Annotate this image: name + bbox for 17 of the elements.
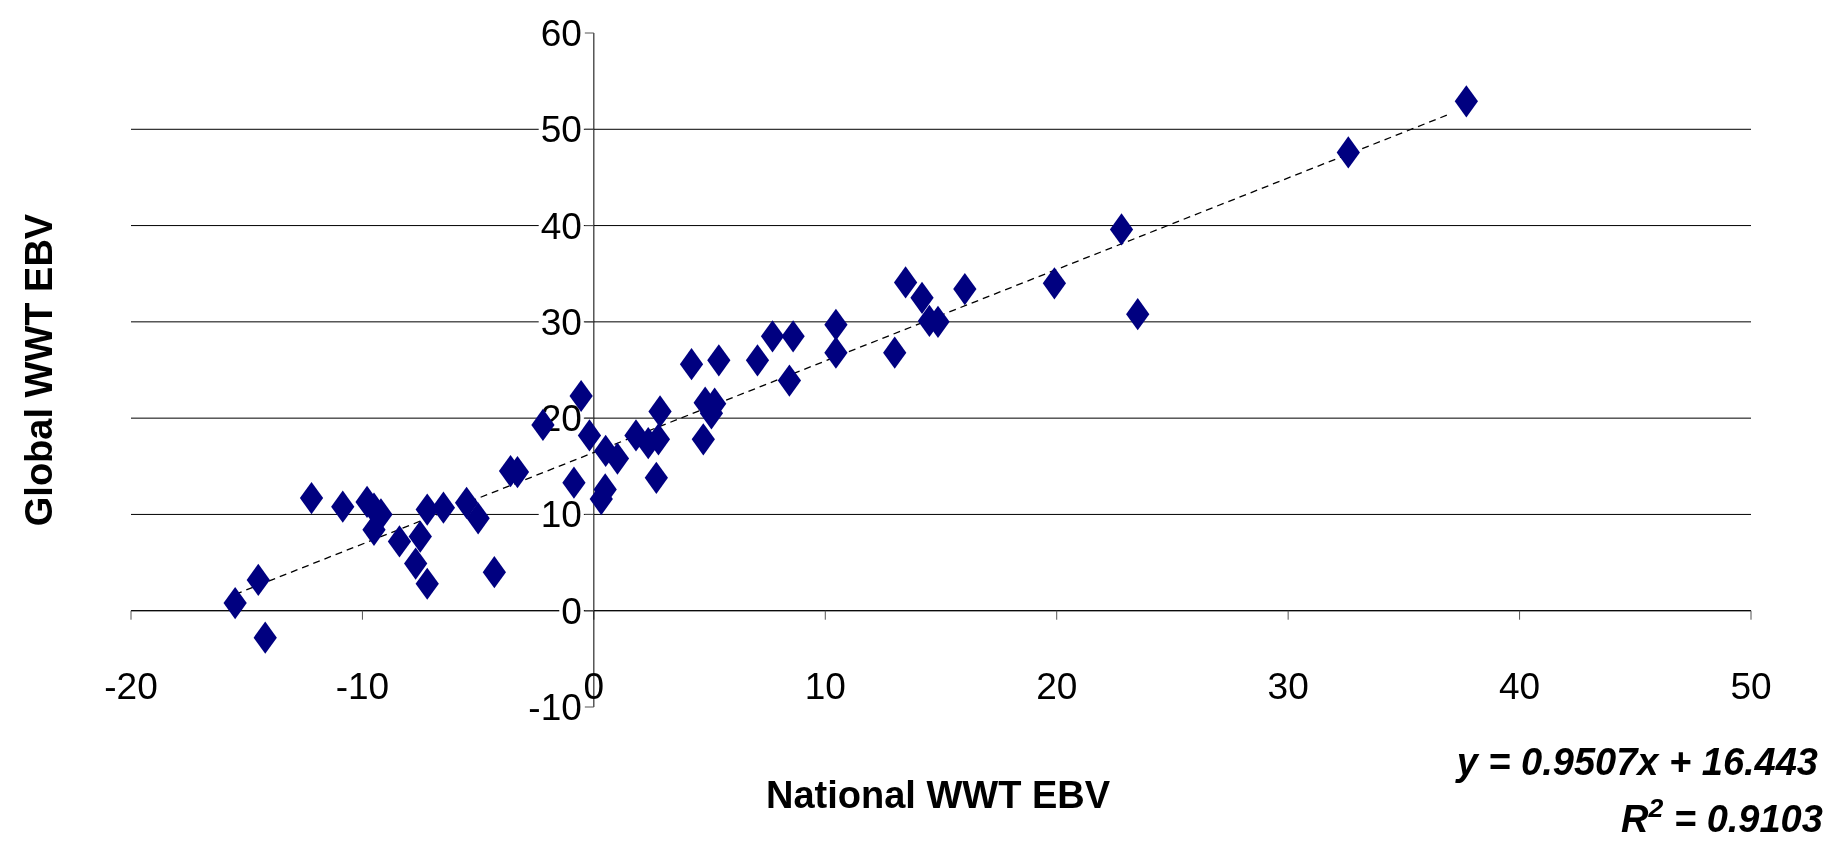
y-tick-label: 0	[561, 590, 582, 632]
x-tick-label: -10	[335, 665, 390, 707]
y-tick-label: 50	[540, 109, 582, 151]
y-tick-label: 30	[540, 301, 582, 343]
y-tick-label: 40	[540, 205, 582, 247]
text: R$^{2}$ = 0.9103	[1621, 793, 1823, 840]
x-tick-label: -20	[104, 665, 158, 707]
x-tick-label: 50	[1730, 665, 1772, 707]
y-tick-label: 60	[540, 13, 582, 54]
y-tick-label: 10	[540, 494, 582, 536]
x-tick-label: 30	[1267, 665, 1309, 707]
y-axis-title: Global WWT EBV	[18, 213, 60, 527]
x-tick-label: 40	[1498, 665, 1541, 707]
x-tick-label: 10	[804, 665, 846, 707]
text: y = 0.9507x + 16.443	[1454, 741, 1818, 783]
x-tick-label: 20	[1036, 665, 1078, 707]
x-axis-title: National WWT EBV	[765, 774, 1111, 816]
